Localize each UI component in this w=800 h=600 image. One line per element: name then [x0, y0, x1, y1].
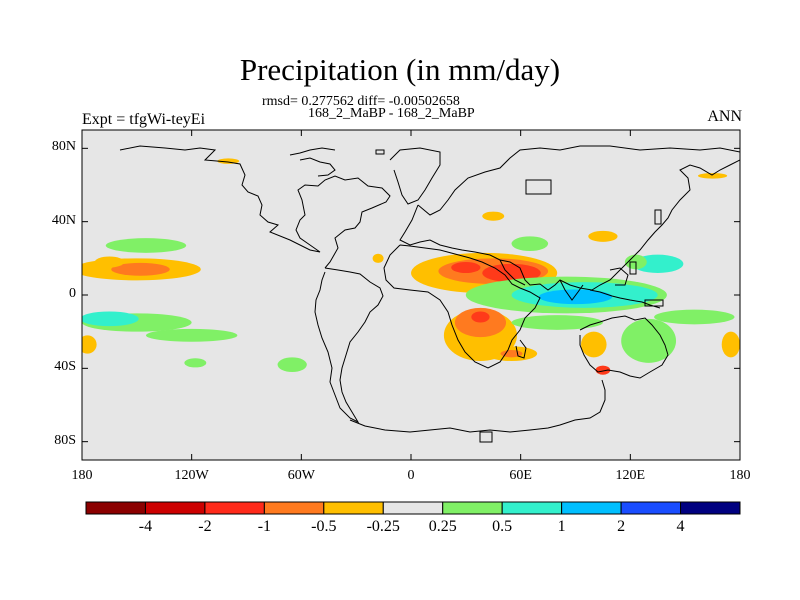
- colorbar-label: 0.5: [492, 518, 513, 535]
- x-tick-label: 180: [71, 468, 93, 483]
- cases-line: 168_2_MaBP - 168_2_MaBP: [308, 106, 475, 121]
- coastline-antarctic-peninsula: [479, 431, 493, 443]
- anomaly-region: [471, 311, 490, 323]
- anomaly-region: [595, 365, 611, 375]
- y-tick-label: 40S: [54, 359, 76, 375]
- anomaly-region: [511, 315, 603, 330]
- coastline-north-america: [119, 145, 391, 269]
- colorbar-swatch: [680, 501, 741, 515]
- anomaly-region: [111, 262, 170, 276]
- y-tick-label: 80S: [54, 432, 76, 448]
- colorbar-swatch: [620, 501, 682, 515]
- colorbar-swatch: [263, 501, 325, 515]
- x-tick-label: 60E: [509, 468, 532, 483]
- coastline-greenland: [389, 147, 441, 205]
- anomaly-region: [277, 357, 307, 372]
- y-tick-label: 40N: [51, 212, 76, 228]
- anomaly-region: [538, 289, 613, 305]
- anomaly-region: [482, 263, 541, 283]
- plot-title: Precipitation (in mm/day): [239, 52, 561, 87]
- x-tick-label: 60W: [287, 468, 315, 483]
- colorbar-label: -0.5: [311, 518, 337, 535]
- coastline-japan: [654, 209, 662, 225]
- y-tick-label: 0: [69, 286, 76, 301]
- expt-label: Expt = tfgWi-teyEi: [82, 111, 206, 128]
- colorbar-label: -4: [138, 518, 153, 535]
- coastline-borneo: [609, 267, 629, 286]
- coastline-madagascar: [515, 339, 527, 359]
- coastline-greenland-island: [375, 149, 385, 155]
- colorbar-label: 2: [617, 518, 626, 535]
- anomaly-region: [580, 331, 607, 358]
- x-tick-label: 120E: [615, 468, 646, 483]
- anomaly-region: [145, 328, 238, 342]
- colorbar-label: 0.25: [428, 518, 457, 535]
- colorbar-swatch: [382, 501, 444, 515]
- y-tick-label: 80N: [51, 139, 76, 155]
- colorbar-swatch: [144, 501, 206, 515]
- coastline-eurasia: [417, 145, 740, 216]
- coastline-south-america: [314, 267, 384, 424]
- colorbar-label: 1: [557, 518, 566, 535]
- colorbar-swatch: [85, 501, 146, 515]
- coastline-hudson: [299, 157, 336, 177]
- colorbar-label: 4: [676, 518, 685, 535]
- anomaly-region: [511, 236, 549, 252]
- stats-line: rmsd= 0.277562 diff= -0.00502658: [262, 94, 460, 109]
- colorbar-label: -0.25: [366, 518, 400, 535]
- coastline-caspian: [525, 179, 552, 195]
- anomaly-region: [721, 331, 740, 358]
- coastline-philippines: [629, 261, 637, 275]
- anomaly-region: [621, 318, 677, 363]
- coastline-arabia: [499, 259, 526, 286]
- coastline-layer: [119, 145, 740, 443]
- anomaly-region: [105, 238, 187, 253]
- coastline-canada-islands: [289, 147, 336, 156]
- anomaly-region: [82, 335, 97, 354]
- coastline-new-guinea: [644, 299, 664, 307]
- coastline-europe-south: [399, 159, 740, 291]
- colorbar-label: -1: [257, 518, 272, 535]
- colorbar-label: -2: [198, 518, 212, 535]
- colorbar-swatch: [561, 501, 622, 515]
- anomaly-region: [184, 358, 207, 368]
- anomaly-region: [372, 253, 384, 263]
- anomaly-region: [482, 211, 505, 221]
- colorbar-swatch: [442, 501, 503, 515]
- x-tick-label: 120W: [174, 468, 209, 483]
- tick-marks: [81, 130, 741, 460]
- colorbar-swatch: [501, 501, 563, 515]
- coastline-india: [559, 279, 584, 301]
- coastline-indonesia: [589, 289, 661, 309]
- coastline-antarctica: [349, 379, 606, 433]
- colorbar: [85, 501, 741, 515]
- anomaly-region: [451, 262, 481, 273]
- season-label: ANN: [707, 108, 742, 125]
- coastline-australia: [579, 315, 669, 379]
- anomaly-region: [94, 256, 125, 268]
- colorbar-swatch: [204, 501, 265, 515]
- coastline-africa: [383, 244, 541, 369]
- anomaly-region: [82, 311, 139, 327]
- x-tick-label: 180: [729, 468, 751, 483]
- anomaly-region: [654, 309, 735, 325]
- anomaly-region: [588, 230, 618, 242]
- anomaly-region: [697, 173, 728, 179]
- colorbar-swatch: [323, 501, 384, 515]
- x-tick-label: 0: [407, 468, 415, 483]
- anomaly-layer: [82, 158, 740, 375]
